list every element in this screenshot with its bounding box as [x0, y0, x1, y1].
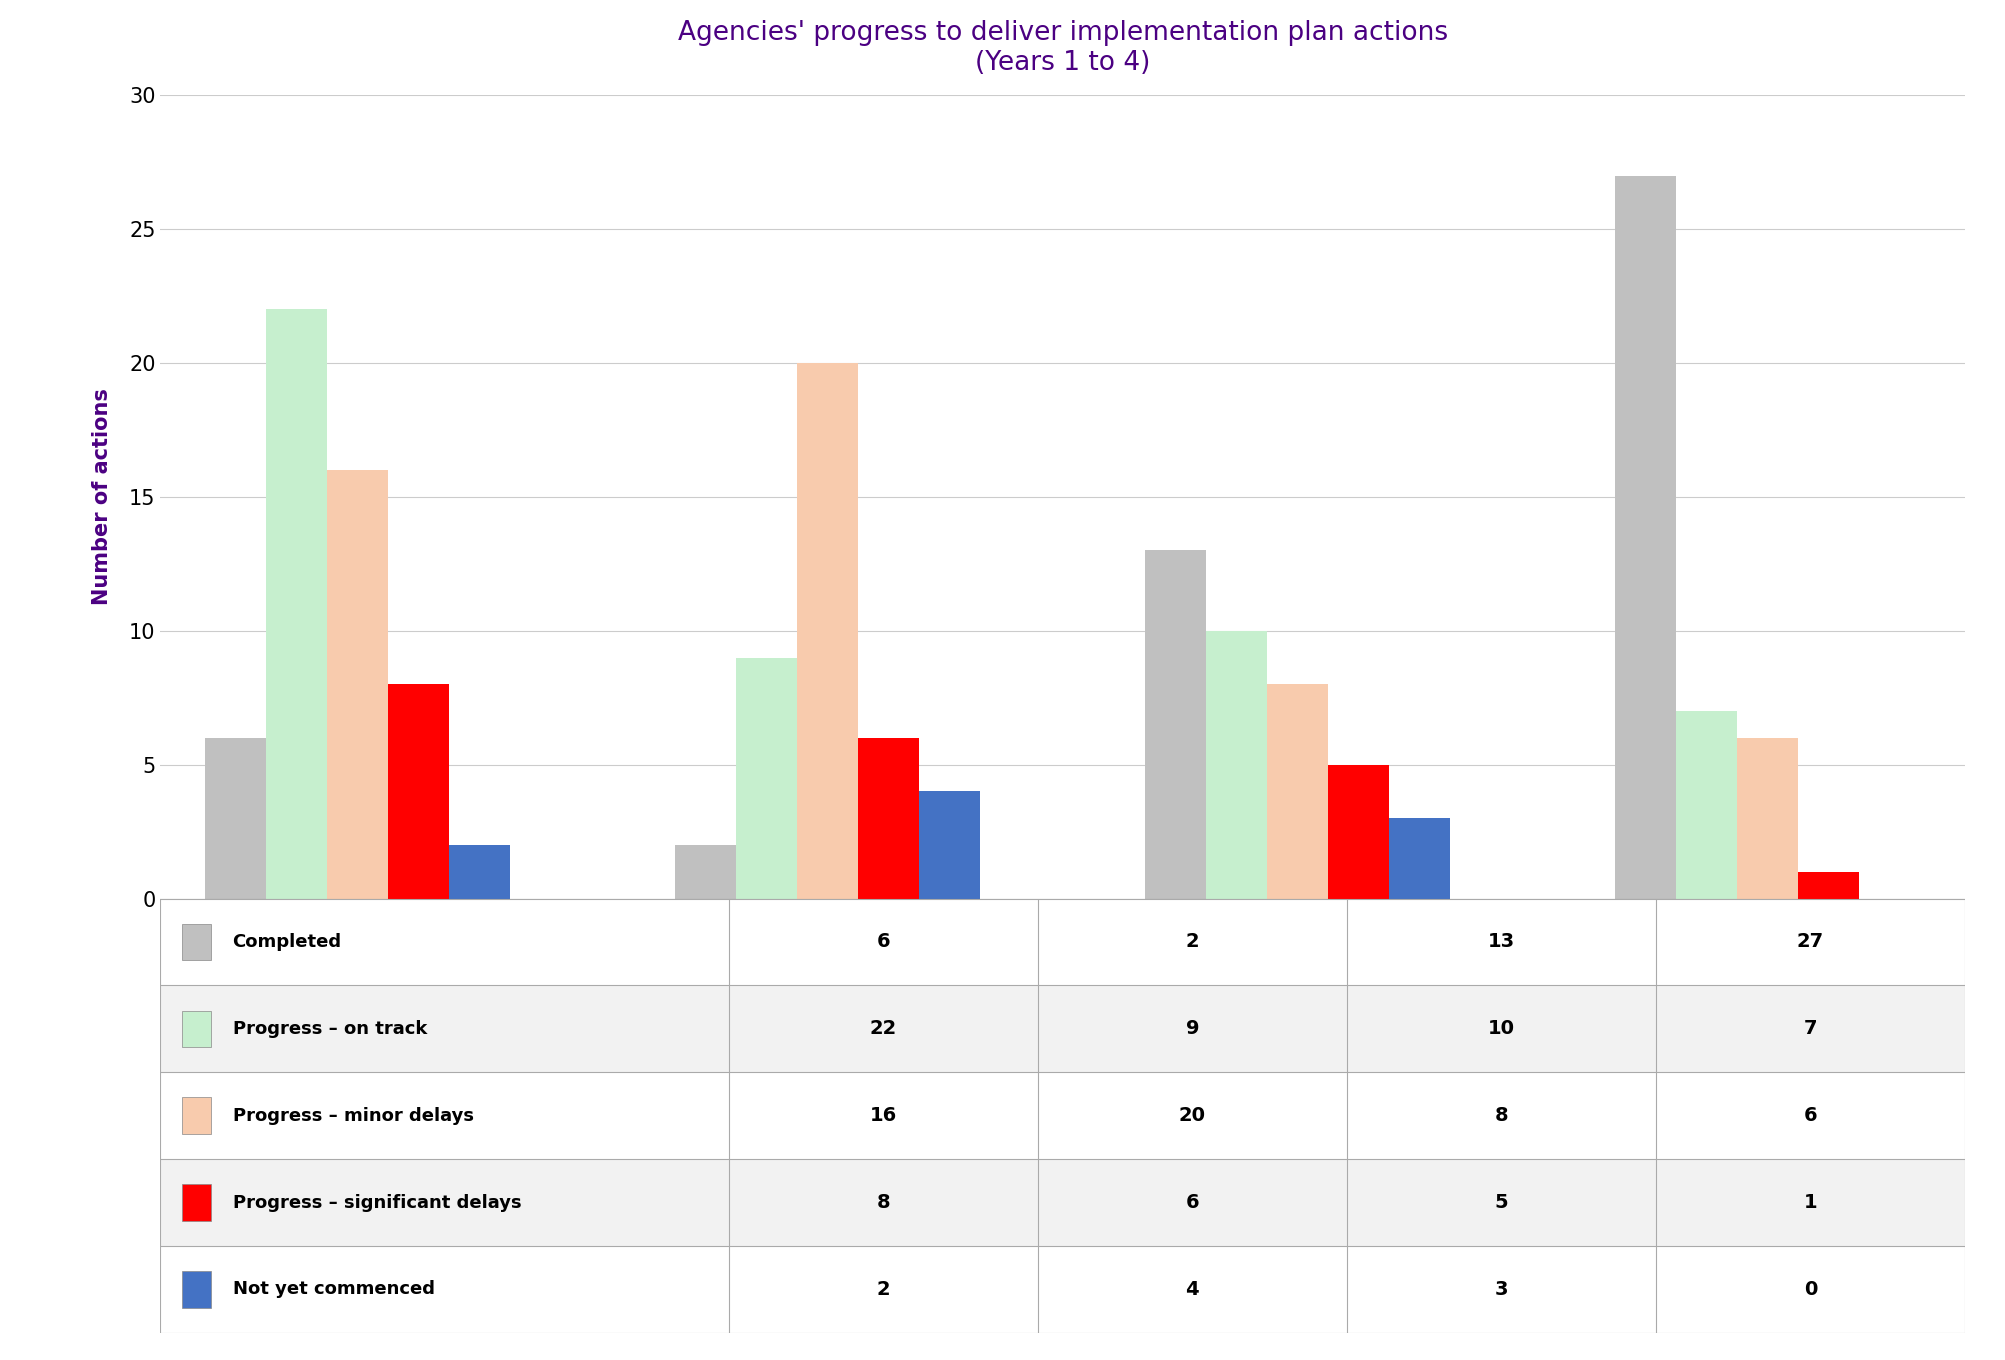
Text: 0: 0	[1804, 1280, 1817, 1299]
Text: 5: 5	[1494, 1193, 1508, 1212]
Bar	[1676, 711, 1736, 899]
Bar	[182, 1185, 211, 1221]
Bar	[736, 657, 798, 899]
Text: 20: 20	[1179, 1106, 1205, 1125]
Bar	[1327, 764, 1389, 899]
Bar	[160, 1246, 1965, 1333]
Text: 2: 2	[876, 1280, 890, 1299]
Text: Progress – minor delays: Progress – minor delays	[233, 1107, 473, 1125]
Bar	[267, 310, 327, 899]
Text: 6: 6	[1804, 1106, 1817, 1125]
Text: 13: 13	[1488, 933, 1516, 952]
Text: Progress – on track: Progress – on track	[233, 1020, 427, 1038]
Bar	[920, 792, 980, 899]
Text: Completed: Completed	[233, 933, 341, 951]
Text: 8: 8	[1494, 1106, 1508, 1125]
Text: 1: 1	[1804, 1193, 1817, 1212]
Text: 3: 3	[1494, 1280, 1508, 1299]
Bar	[1267, 684, 1327, 899]
Title: Agencies' progress to deliver implementation plan actions
(Years 1 to 4): Agencies' progress to deliver implementa…	[678, 20, 1448, 76]
Text: 6: 6	[876, 933, 890, 952]
Text: 8: 8	[876, 1193, 890, 1212]
Bar	[182, 1098, 211, 1134]
Bar	[1736, 738, 1798, 899]
Bar	[182, 923, 211, 960]
Bar	[676, 845, 736, 899]
Bar	[1205, 631, 1267, 899]
Text: 10: 10	[1488, 1020, 1516, 1038]
Text: 2: 2	[1185, 933, 1199, 952]
Bar	[798, 363, 858, 899]
Bar	[1798, 872, 1859, 899]
Bar	[389, 684, 449, 899]
Bar	[858, 738, 920, 899]
Bar	[1145, 551, 1205, 899]
Bar	[160, 899, 1965, 986]
Text: Not yet commenced: Not yet commenced	[233, 1280, 435, 1299]
Bar	[327, 471, 389, 899]
Bar	[160, 1159, 1965, 1246]
Bar	[182, 1010, 211, 1047]
Text: 22: 22	[870, 1020, 896, 1038]
Text: 16: 16	[870, 1106, 896, 1125]
Bar	[160, 986, 1965, 1072]
Bar	[205, 738, 267, 899]
Bar	[182, 1272, 211, 1307]
Bar	[1389, 819, 1450, 899]
Text: 27: 27	[1796, 933, 1825, 952]
Text: 7: 7	[1804, 1020, 1817, 1038]
Text: 9: 9	[1185, 1020, 1199, 1038]
Text: 4: 4	[1185, 1280, 1199, 1299]
Bar	[449, 845, 511, 899]
Bar	[160, 1072, 1965, 1159]
Text: 6: 6	[1185, 1193, 1199, 1212]
Y-axis label: Number of actions: Number of actions	[92, 389, 112, 605]
Bar	[1614, 175, 1676, 899]
Text: Progress – significant delays: Progress – significant delays	[233, 1194, 521, 1212]
